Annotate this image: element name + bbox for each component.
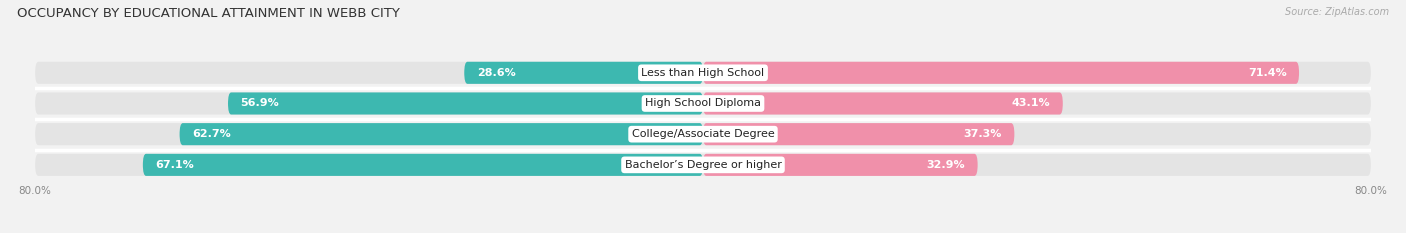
Text: High School Diploma: High School Diploma <box>645 99 761 109</box>
Text: 32.9%: 32.9% <box>927 160 965 170</box>
Text: 43.1%: 43.1% <box>1012 99 1050 109</box>
FancyBboxPatch shape <box>35 93 1371 115</box>
Text: 67.1%: 67.1% <box>155 160 194 170</box>
FancyBboxPatch shape <box>35 123 1371 145</box>
FancyBboxPatch shape <box>228 93 703 115</box>
Text: 28.6%: 28.6% <box>477 68 516 78</box>
FancyBboxPatch shape <box>703 154 977 176</box>
FancyBboxPatch shape <box>35 154 1371 176</box>
FancyBboxPatch shape <box>143 154 703 176</box>
Text: Bachelor’s Degree or higher: Bachelor’s Degree or higher <box>624 160 782 170</box>
FancyBboxPatch shape <box>464 62 703 84</box>
FancyBboxPatch shape <box>703 93 1063 115</box>
Text: Less than High School: Less than High School <box>641 68 765 78</box>
Text: 56.9%: 56.9% <box>240 99 280 109</box>
Text: 62.7%: 62.7% <box>193 129 231 139</box>
Text: Source: ZipAtlas.com: Source: ZipAtlas.com <box>1285 7 1389 17</box>
FancyBboxPatch shape <box>35 62 1371 84</box>
Text: 37.3%: 37.3% <box>963 129 1002 139</box>
FancyBboxPatch shape <box>180 123 703 145</box>
Text: 71.4%: 71.4% <box>1247 68 1286 78</box>
FancyBboxPatch shape <box>703 62 1299 84</box>
FancyBboxPatch shape <box>703 123 1014 145</box>
Text: College/Associate Degree: College/Associate Degree <box>631 129 775 139</box>
Text: OCCUPANCY BY EDUCATIONAL ATTAINMENT IN WEBB CITY: OCCUPANCY BY EDUCATIONAL ATTAINMENT IN W… <box>17 7 399 20</box>
